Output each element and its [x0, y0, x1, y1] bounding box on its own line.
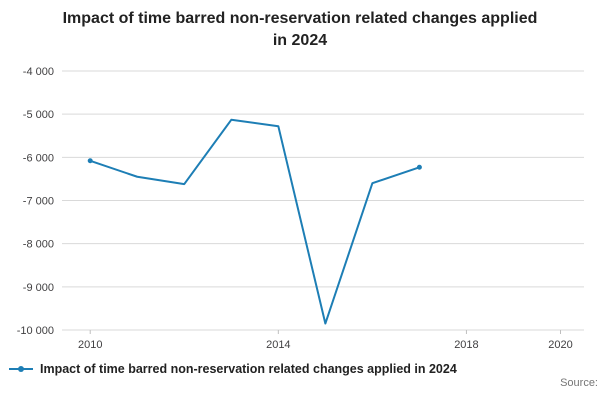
source-label: Source: [560, 377, 598, 389]
y-tick-label: -6 000 [23, 152, 54, 164]
x-tick-label: 2010 [78, 339, 102, 351]
series-endpoint-marker [87, 158, 93, 164]
legend: Impact of time barred non-reservation re… [8, 360, 457, 378]
legend-line-icon [9, 366, 33, 372]
axis-ticks: -4 000 -5 000 -6 000 -7 000 -8 000 -9 000 -10 … [17, 66, 573, 351]
chart-title: Impact of time barred non-reservation re… [62, 10, 538, 50]
data-series [87, 118, 422, 325]
y-tick-label: -5 000 [23, 109, 54, 121]
legend-series-label: Impact of time barred non-reservation re… [40, 362, 457, 376]
x-tick-label: 2018 [454, 339, 478, 351]
x-tick-label: 2020 [548, 339, 572, 351]
x-tick-label: 2014 [266, 339, 290, 351]
series-endpoint-marker [416, 164, 422, 170]
series-line [89, 118, 421, 325]
y-tick-label: -4 000 [23, 66, 54, 78]
y-tick-label: -8 000 [23, 239, 54, 251]
gridlines [62, 70, 584, 331]
y-tick-label: -10 000 [17, 325, 54, 337]
y-tick-label: -7 000 [23, 196, 54, 208]
line-chart: -4 000 -5 000 -6 000 -7 000 -8 000 -9 000 -10 … [17, 66, 584, 351]
y-tick-label: -9 000 [23, 282, 54, 294]
